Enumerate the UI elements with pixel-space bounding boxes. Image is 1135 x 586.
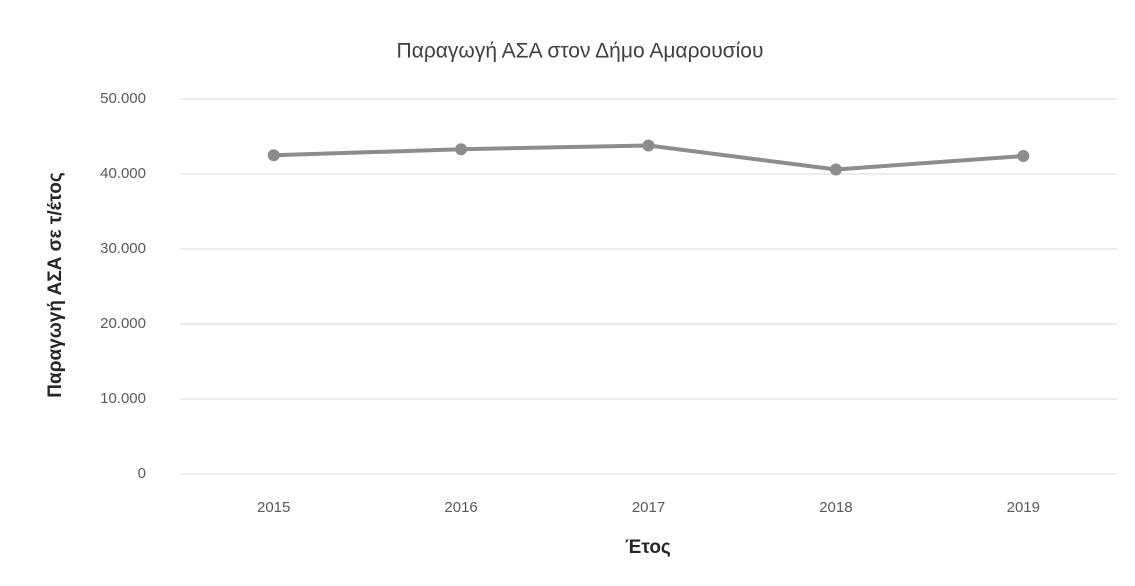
y-axis-title: Παραγωγή ΑΣΑ σε τ/έτος <box>45 172 66 398</box>
x-axis-title: Έτος <box>625 537 671 558</box>
x-tick-label: 2015 <box>257 499 290 516</box>
x-tick-label: 2016 <box>444 499 477 516</box>
y-tick-label: 40.000 <box>100 165 146 182</box>
x-tick-label: 2018 <box>819 499 852 516</box>
y-tick-label: 50.000 <box>100 90 146 107</box>
point <box>267 149 280 162</box>
chart-title: Παραγωγή ΑΣΑ στον Δήμο Αμαρουσίου <box>397 40 764 63</box>
y-tick-label: 0 <box>138 465 146 482</box>
point <box>642 139 655 152</box>
y-tick-label: 20.000 <box>100 315 146 332</box>
point <box>455 143 468 156</box>
x-tick-label: 2017 <box>632 499 665 516</box>
point <box>1017 150 1030 162</box>
y-tick-label: 10.000 <box>100 390 146 407</box>
point <box>829 163 842 176</box>
y-tick-label: 30.000 <box>100 240 146 257</box>
x-tick-label: 2019 <box>1007 499 1040 516</box>
